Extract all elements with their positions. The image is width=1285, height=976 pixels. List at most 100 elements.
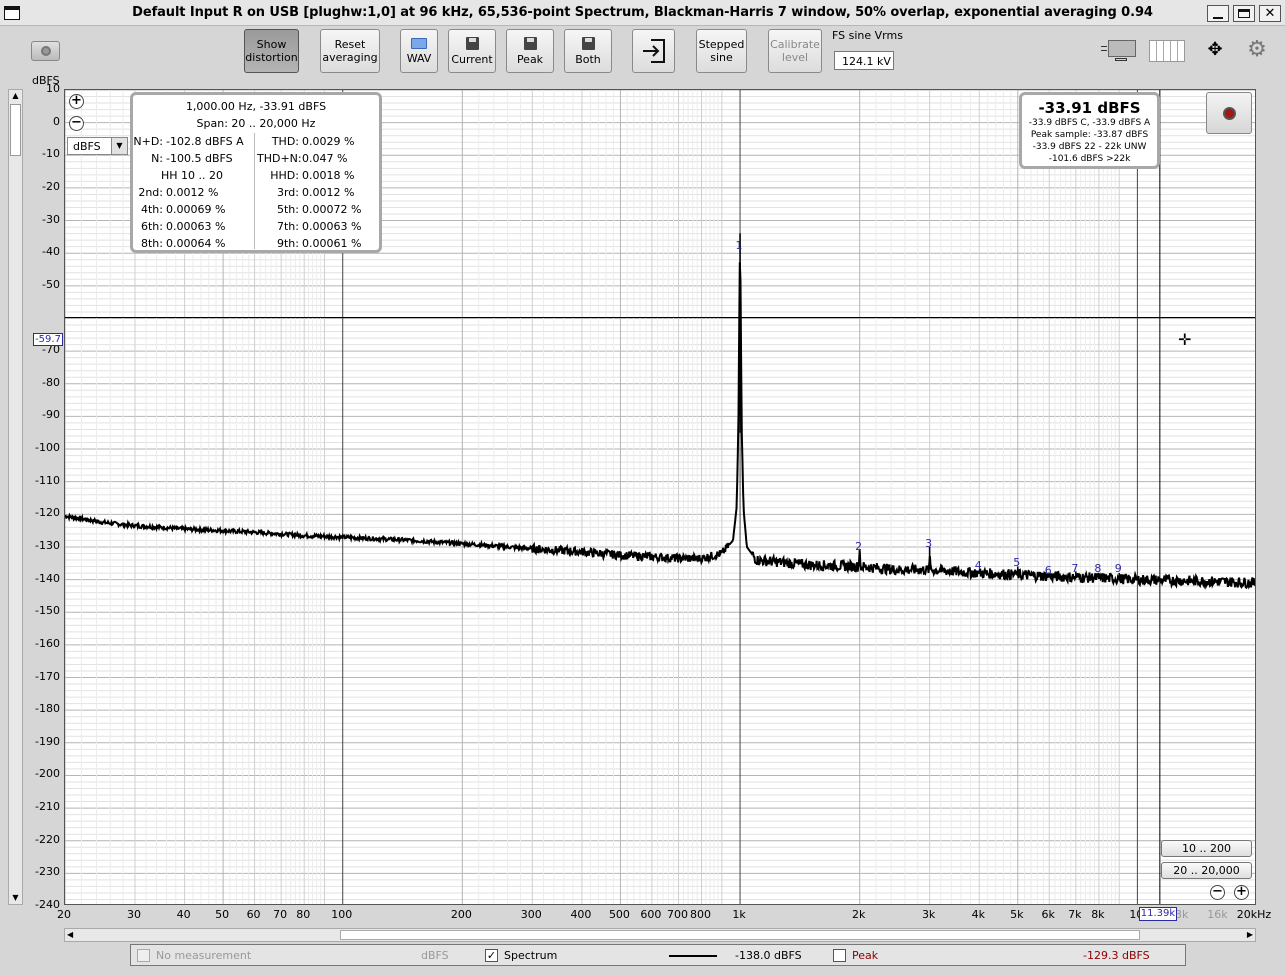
- x-tick-label: 6k: [1041, 908, 1055, 921]
- distortion-cell: -102.8 dBFS A: [166, 135, 244, 148]
- y-tick-label: -230: [35, 865, 60, 879]
- close-button[interactable]: ✕: [1259, 5, 1281, 22]
- distortion-cell: HH 10 .. 20: [160, 169, 224, 182]
- scroll-right-arrow[interactable]: ▶: [1246, 930, 1253, 939]
- window-menu-icon[interactable]: [4, 6, 20, 20]
- x-tick-label: 700: [667, 908, 688, 921]
- y-tick-label: -210: [35, 800, 60, 814]
- y-tick-label: -10: [42, 147, 60, 161]
- panel-columns-icon[interactable]: [1149, 40, 1185, 62]
- distortion-cell: 7th:: [277, 220, 299, 233]
- x-tick-label: 5k: [1010, 908, 1024, 921]
- minimize-icon: [1213, 16, 1223, 19]
- level-panel: -33.91 dBFS -33.9 dBFS C, -33.9 dBFS A P…: [1019, 92, 1160, 169]
- y-tick-label: -200: [35, 767, 60, 781]
- save-current-button[interactable]: Current: [448, 29, 496, 73]
- x-tick-label: 400: [570, 908, 592, 921]
- harmonic-label: 5: [1013, 556, 1021, 569]
- distortion-cell: 4th:: [141, 203, 163, 216]
- scroll-thumb[interactable]: [10, 104, 21, 156]
- distortion-cell: THD:: [271, 135, 299, 148]
- x-zoom-out-icon[interactable]: −: [1210, 885, 1225, 900]
- x-tick-label: 7k: [1068, 908, 1082, 921]
- y-tick-label: -240: [35, 898, 60, 911]
- x-tick-label: 8k: [1091, 908, 1105, 921]
- fs-sine-value-field[interactable]: 124.1 kV: [834, 51, 894, 70]
- y-tick-label: -160: [35, 636, 60, 650]
- wav-button[interactable]: WAV: [400, 29, 438, 73]
- show-distortion-button[interactable]: Show distortion: [244, 29, 299, 73]
- unit-select[interactable]: dBFS ▼: [67, 137, 128, 155]
- x-tick-label: 1k: [732, 908, 746, 921]
- fs-sine-label: FS sine Vrms: [832, 29, 903, 42]
- scroll-down-arrow[interactable]: ▼: [12, 893, 19, 902]
- move-arrows-icon[interactable]: ✥: [1207, 39, 1223, 60]
- level-line: -33.9 dBFS C, -33.9 dBFS A: [1028, 118, 1151, 128]
- harmonic-label: 7: [1071, 562, 1079, 575]
- y-tick-label: -220: [35, 832, 60, 846]
- level-main: -33.91 dBFS: [1038, 99, 1141, 117]
- y-tick-label: -120: [35, 506, 60, 520]
- scroll-up-arrow[interactable]: ▲: [12, 91, 19, 100]
- zoom-out-icon[interactable]: −: [69, 116, 84, 131]
- range-10-200-button[interactable]: 10 .. 200: [1161, 840, 1252, 857]
- cursor-y-readout: -59.7: [33, 333, 63, 346]
- gear-icon[interactable]: ⚙: [1247, 37, 1267, 62]
- y-tick-label: -180: [35, 702, 60, 716]
- y-tick-label: -100: [35, 441, 60, 455]
- x-tick-label: 3k: [921, 908, 936, 921]
- maximize-button[interactable]: [1233, 5, 1255, 22]
- graph-layout-icon[interactable]: [1101, 38, 1137, 62]
- y-tick-label: -80: [42, 375, 60, 389]
- x-tick-label: 2k: [851, 908, 866, 921]
- x-tick-label: 40: [176, 908, 191, 921]
- harmonic-label: 8: [1094, 562, 1102, 575]
- range-20-20000-button[interactable]: 20 .. 20,000: [1161, 862, 1252, 879]
- record-button[interactable]: [1206, 92, 1252, 134]
- distortion-cell: 0.00063 %: [166, 220, 226, 233]
- distortion-cell: 0.00072 %: [302, 203, 362, 216]
- distortion-cell: 8th:: [141, 237, 163, 250]
- distortion-cell: HHD:: [270, 169, 299, 182]
- level-line: -33.9 dBFS 22 - 22k UNW: [1032, 142, 1147, 152]
- distortion-cell: 6th:: [141, 220, 163, 233]
- scroll-thumb[interactable]: [340, 930, 1140, 940]
- distortion-cell: 3rd:: [276, 186, 299, 199]
- minimize-button[interactable]: [1207, 5, 1229, 22]
- spectrum-graph[interactable]: [65, 90, 1256, 905]
- peak-checkbox[interactable]: [833, 949, 846, 962]
- chevron-down-icon: ▼: [111, 138, 127, 154]
- zoom-in-icon[interactable]: +: [69, 94, 84, 109]
- harmonic-label: 9: [1114, 562, 1122, 575]
- legend-bar: No measurement dBFS ✓ Spectrum -138.0 dB…: [130, 944, 1186, 966]
- close-icon: ✕: [1264, 6, 1276, 21]
- reset-averaging-button[interactable]: Reset averaging: [320, 29, 380, 73]
- spectrum-checkbox[interactable]: ✓: [485, 949, 498, 962]
- peak-label: Peak: [852, 949, 879, 962]
- scroll-left-arrow[interactable]: ◀: [67, 930, 74, 939]
- camera-icon[interactable]: [31, 41, 60, 61]
- calibrate-level-button[interactable]: Calibrate level: [768, 29, 822, 73]
- x-zoom-in-icon[interactable]: +: [1234, 885, 1249, 900]
- y-tick-label: -110: [35, 473, 60, 487]
- horizontal-scrollbar[interactable]: ◀ ▶: [64, 928, 1256, 942]
- y-tick-label: -20: [42, 179, 60, 193]
- distortion-cell: 0.0012 %: [166, 186, 219, 199]
- distortion-cell: 0.00064 %: [166, 237, 226, 250]
- no-measurement-checkbox[interactable]: [137, 949, 150, 962]
- spectrum-trace: [65, 262, 1255, 590]
- y-tick-label: 10: [46, 82, 60, 95]
- distortion-cell: 5th:: [277, 203, 299, 216]
- input-select-button[interactable]: [632, 29, 675, 73]
- distortion-span: Span: 20 .. 20,000 Hz: [196, 117, 316, 130]
- y-tick-label: -40: [42, 245, 60, 259]
- save-peak-button[interactable]: Peak: [506, 29, 554, 73]
- stepped-sine-button[interactable]: Stepped sine: [696, 29, 747, 73]
- save-both-button[interactable]: Both: [564, 29, 612, 73]
- save-icon: [581, 36, 595, 50]
- spectrum-line-swatch: [669, 955, 717, 957]
- distortion-cell: 0.0029 %: [302, 135, 355, 148]
- level-line: -101.6 dBFS >22k: [1048, 154, 1131, 164]
- vertical-scrollbar[interactable]: ▲ ▼: [8, 89, 23, 905]
